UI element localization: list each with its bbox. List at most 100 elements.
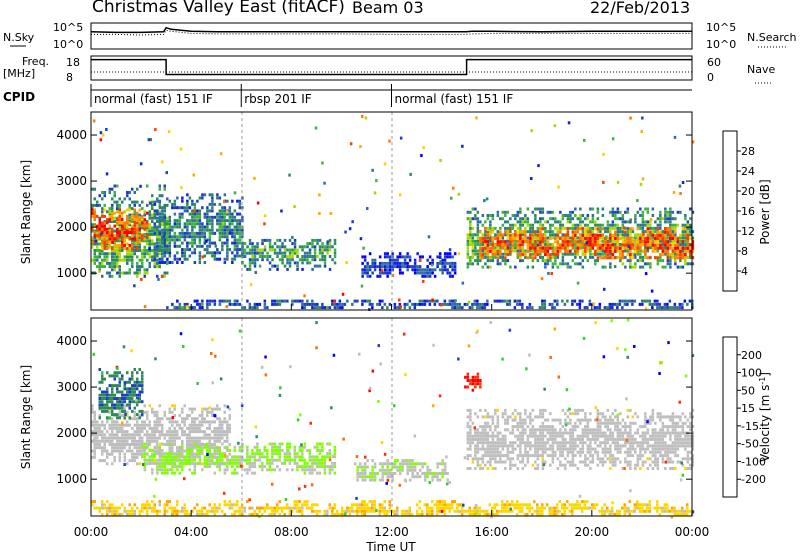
scatter-point <box>432 343 435 347</box>
scatter-point <box>475 116 478 120</box>
scatter-point <box>318 212 321 215</box>
scatter-point <box>154 477 158 481</box>
scatter-point <box>225 305 229 309</box>
scatter-point <box>485 197 489 201</box>
scatter-point <box>92 352 96 356</box>
scatter-point <box>625 439 629 442</box>
cpid-strip: normal (fast) 151 IF rbsp 201 IF normal (f… <box>90 84 692 107</box>
scatter-point <box>143 305 147 309</box>
scatter-point <box>98 269 101 273</box>
x-tick-label: 20:00 <box>575 525 610 539</box>
scatter-point <box>450 196 453 200</box>
scatter-point <box>222 491 226 495</box>
scatter-point <box>684 374 688 378</box>
scatter-point <box>154 128 157 132</box>
scatter-point <box>489 321 492 324</box>
scatter-point <box>542 463 546 467</box>
scatter-point <box>249 283 253 287</box>
scatter-point <box>254 271 257 274</box>
scatter-point <box>428 481 431 485</box>
y-tick-label: 2000 <box>56 220 87 234</box>
scatter-point <box>141 463 145 466</box>
scatter-point <box>99 138 103 142</box>
scatter-point <box>521 247 525 250</box>
scatter-point <box>171 416 175 419</box>
velocity-ylabel: Slant Range [km] <box>19 365 33 469</box>
scatter-point <box>430 263 434 267</box>
scatter-point <box>564 423 568 427</box>
scatter-point <box>490 515 493 519</box>
colorbar-tick-label: -100 <box>741 455 766 468</box>
colorbar-tick-label: 20 <box>741 185 755 198</box>
freq-panel <box>90 55 693 81</box>
scatter-point <box>355 496 358 500</box>
scatter-point <box>139 184 142 188</box>
scatter-point <box>646 420 649 424</box>
colorbar-tick-label: 50 <box>741 384 755 397</box>
scatter-point <box>291 235 294 239</box>
scatter-point <box>557 185 560 189</box>
scatter-point <box>629 489 632 493</box>
scatter-point <box>139 162 143 166</box>
colorbar-tick-label: 28 <box>741 145 755 158</box>
nsearch-label: N.Search <box>747 31 797 44</box>
scatter-point <box>303 294 306 298</box>
scatter-point <box>192 173 196 177</box>
scatter-point <box>344 512 347 516</box>
scatter-point <box>341 292 345 296</box>
noise-panel <box>90 22 693 50</box>
scatter-point <box>543 387 546 391</box>
scatter-point <box>344 230 347 234</box>
data-blob <box>466 408 695 470</box>
scatter-point <box>223 200 226 204</box>
scatter-point <box>360 284 364 288</box>
scatter-point <box>474 503 478 507</box>
scatter-point <box>386 478 390 482</box>
scatter-point <box>399 136 403 140</box>
scatter-point <box>377 399 380 403</box>
scatter-point <box>399 305 403 309</box>
scatter-point <box>457 357 460 361</box>
scatter-point <box>332 353 336 357</box>
scatter-point <box>205 239 208 243</box>
scatter-point <box>418 257 422 261</box>
scatter-point <box>559 236 562 240</box>
scatter-point <box>124 413 127 416</box>
scatter-point <box>525 367 528 371</box>
y-tick-label: 3000 <box>56 380 87 394</box>
scatter-point <box>366 207 369 210</box>
colorbar-tick-label: 24 <box>741 165 755 178</box>
scatter-point <box>636 199 639 203</box>
scatter-point <box>649 218 653 221</box>
scatter-point <box>439 260 442 264</box>
scatter-point <box>550 272 553 275</box>
scatter-point <box>616 180 620 184</box>
scatter-point <box>672 191 676 194</box>
scatter-point <box>667 341 670 345</box>
nsky-tick-top: 10^5 <box>53 21 83 34</box>
scatter-point <box>309 421 312 425</box>
scatter-point <box>125 229 129 233</box>
power-panel: 1000 2000 3000 4000 <box>56 111 695 311</box>
scatter-point <box>160 274 164 278</box>
velocity-label-close: ] <box>758 372 772 377</box>
scatter-point <box>226 405 230 409</box>
colorbar-tick-label: 12 <box>741 225 755 238</box>
scatter-point <box>185 305 189 309</box>
scatter-point <box>92 438 96 442</box>
scatter-point <box>602 152 605 156</box>
scatter-point <box>224 454 227 458</box>
nsky-series-line <box>90 26 692 34</box>
scatter-point <box>454 299 457 303</box>
scatter-point <box>149 201 152 205</box>
scatter-point <box>616 347 619 350</box>
scatter-point <box>101 133 105 137</box>
scatter-point <box>355 455 359 459</box>
scatter-point <box>368 386 372 390</box>
scatter-point <box>375 509 378 513</box>
scatter-point <box>371 369 375 373</box>
scatter-point <box>133 284 136 288</box>
scatter-point <box>605 235 608 239</box>
scatter-point <box>94 239 98 243</box>
